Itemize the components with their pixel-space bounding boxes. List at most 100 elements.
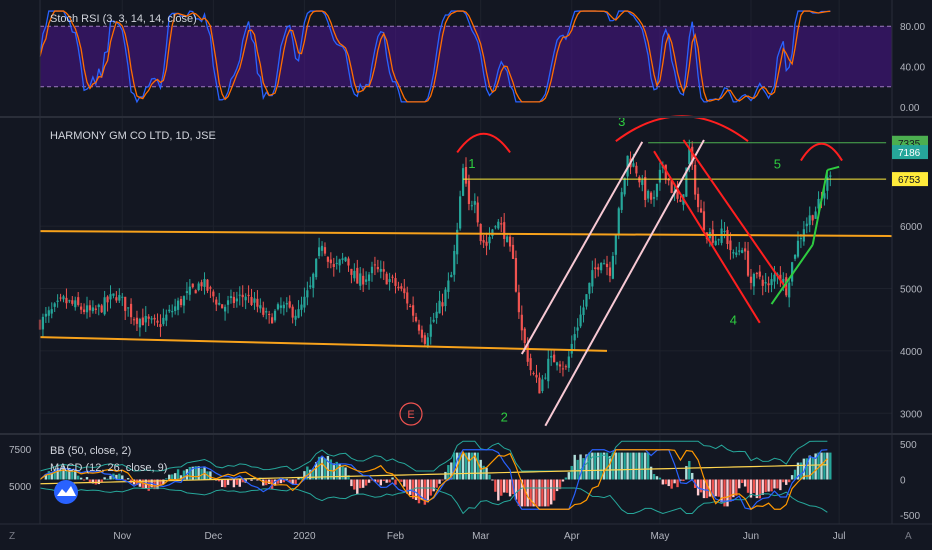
candle-body: [288, 301, 291, 308]
macd-histogram-bar: [691, 472, 694, 480]
macd-histogram-bar: [71, 470, 74, 480]
macd-histogram-bar: [470, 452, 474, 480]
stoch-legend[interactable]: Stoch RSI (3, 3, 14, 14, close): [50, 13, 197, 25]
macd-pane[interactable]: BB (50, close, 2) MACD (12, 26, close, 9…: [39, 440, 832, 515]
candle-body: [65, 297, 68, 304]
macd-histogram-bar: [685, 466, 688, 480]
macd-histogram-bar: [273, 479, 277, 486]
candle-body: [223, 306, 227, 312]
candle-body: [811, 215, 814, 221]
price-legend[interactable]: HARMONY GM CO LTD, 1D, JSE: [50, 130, 216, 142]
macd-histogram-bar: [738, 479, 741, 489]
macd-histogram-bar: [814, 453, 817, 480]
macd-histogram-bar: [350, 479, 353, 487]
macd-histogram-bar: [605, 452, 609, 480]
macd-histogram-bar: [652, 474, 656, 480]
candle-body: [667, 179, 670, 181]
candle-body: [623, 177, 626, 195]
candle-body: [50, 309, 53, 314]
macd-histogram-bar: [829, 452, 832, 480]
macd-histogram-bar: [420, 479, 424, 500]
macd-histogram-bar: [508, 479, 512, 497]
macd-histogram-bar: [670, 479, 673, 489]
macd-histogram-bar: [749, 479, 753, 498]
candle-body: [226, 300, 230, 305]
macd-histogram-bar: [65, 470, 68, 480]
macd-histogram-bar: [356, 479, 359, 495]
candle-body: [185, 291, 188, 293]
candle-body: [511, 244, 515, 259]
candle-body: [453, 250, 456, 275]
candle-body: [594, 267, 597, 270]
macd-histogram-bar: [550, 479, 553, 505]
macd-histogram-bar: [262, 479, 265, 486]
price-pane[interactable]: 1 2 3 4 5 HARMONY GM CO LTD, 1D, JSE E: [38, 114, 893, 427]
candle-body: [350, 268, 353, 275]
candle-body: [497, 221, 500, 229]
wave-label-2: 2: [501, 409, 508, 424]
macd-histogram-bar: [50, 471, 53, 480]
macd-histogram-bar: [570, 465, 573, 480]
macd-histogram-bar: [82, 479, 86, 481]
macd-histogram-bar: [679, 479, 682, 481]
macd-histogram-bar: [823, 452, 826, 480]
left-axis[interactable]: 7500 5000: [9, 445, 32, 493]
macd-histogram-bar: [126, 478, 130, 480]
macd-legend[interactable]: MACD (12, 26, close, 9): [50, 462, 167, 474]
candle-body: [362, 275, 365, 285]
time-axis[interactable]: Nov Dec 2020 Feb Mar Apr May Jun Jul: [113, 531, 845, 542]
stoch-k-line: [39, 10, 831, 104]
time-axis-label: 2020: [293, 531, 316, 542]
macd-histogram-bar: [767, 479, 770, 492]
candle-body: [115, 297, 118, 301]
candle-body: [135, 317, 139, 324]
candle-body: [570, 343, 573, 354]
macd-histogram-bar: [109, 475, 112, 480]
red-channel-right: [682, 139, 788, 290]
candle-body: [156, 320, 159, 323]
candle-body: [68, 300, 71, 302]
candle-body: [127, 307, 130, 309]
time-axis-label: Nov: [113, 531, 131, 542]
macd-histogram-bar: [200, 468, 203, 480]
macd-histogram-bar: [44, 474, 48, 480]
timezone-icon[interactable]: Z: [9, 531, 15, 542]
candle-body: [429, 324, 432, 337]
candle-body: [194, 290, 197, 294]
macd-histogram-bar: [408, 479, 412, 495]
green-wave-line-a: [770, 244, 814, 305]
macd-histogram-bar: [194, 466, 197, 480]
macd-histogram-bar: [517, 479, 521, 506]
candle-body: [206, 279, 209, 291]
stoch-band-fill: [40, 26, 892, 87]
stoch-rsi-pane[interactable]: Stoch RSI (3, 3, 14, 14, close): [39, 10, 892, 104]
macd-histogram-bar: [464, 452, 468, 480]
candle-body: [691, 146, 694, 164]
macd-histogram-bar: [611, 452, 615, 480]
macd-histogram-bar: [364, 479, 368, 486]
candle-body: [144, 315, 147, 323]
macd-histogram-bar: [770, 479, 773, 492]
macd-histogram-bar: [597, 452, 600, 480]
candle-body: [129, 303, 133, 318]
candle-body: [744, 248, 747, 252]
candle-body: [171, 311, 174, 313]
macd-histogram-bar: [288, 479, 291, 483]
auto-scale-icon[interactable]: A: [905, 531, 912, 542]
tradingview-logo-icon[interactable]: [54, 480, 78, 504]
candle-body: [514, 258, 518, 292]
candle-body: [600, 262, 603, 271]
earnings-event-icon[interactable]: E: [399, 402, 423, 426]
macd-histogram-bar: [458, 452, 462, 480]
drawing-tools[interactable]: 1 2 3 4 5: [39, 114, 893, 427]
bb-legend[interactable]: BB (50, close, 2): [50, 445, 131, 457]
candle-body: [729, 240, 732, 251]
candle-body: [423, 335, 426, 344]
macd-histogram-bar: [400, 479, 403, 482]
macd-histogram-bar: [447, 465, 450, 480]
macd-histogram-bar: [176, 469, 180, 480]
candle-body: [71, 300, 74, 304]
